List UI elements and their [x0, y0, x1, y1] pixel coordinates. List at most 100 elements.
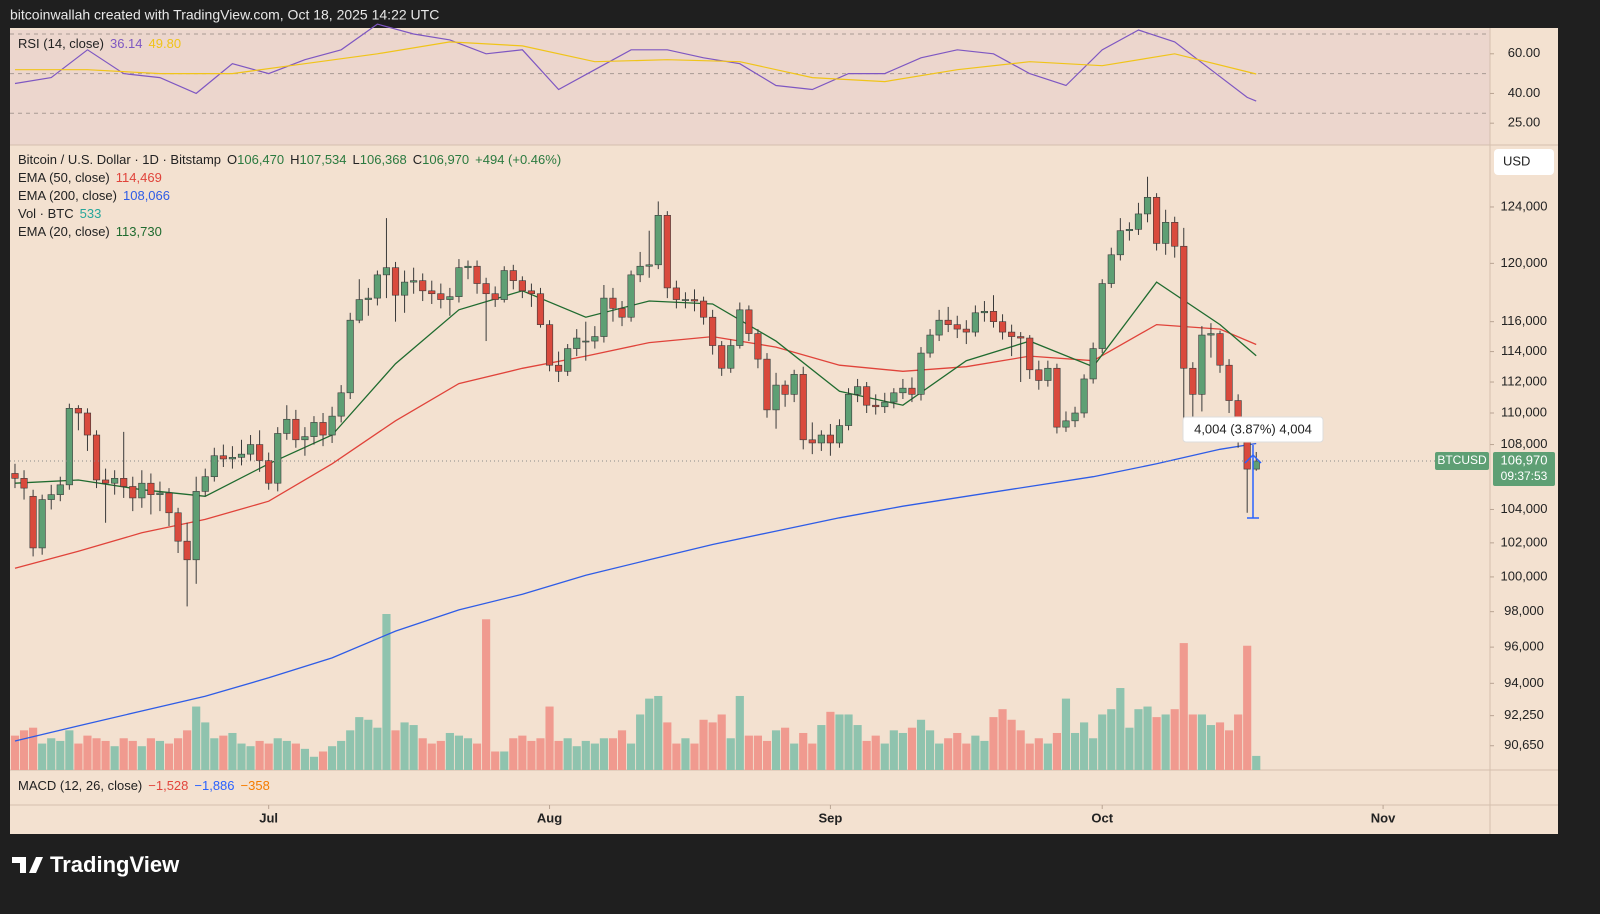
volume-bar — [337, 740, 346, 770]
volume-bar — [183, 730, 192, 770]
volume-bar — [482, 619, 491, 770]
currency-label: USD — [1503, 153, 1530, 168]
legend-line: Bitcoin / U.S. Dollar · 1D · Bitstamp O10… — [18, 152, 561, 167]
candle-body — [636, 265, 644, 276]
volume-bar — [29, 727, 38, 770]
volume-bar — [355, 717, 364, 770]
candle-body — [1180, 245, 1188, 369]
symbol-label: BTCUSD — [1437, 453, 1487, 467]
volume-bar — [346, 730, 355, 770]
legend-line: RSI (14, close) 36.14 49.80 — [18, 36, 181, 51]
volume-bar — [119, 738, 128, 770]
volume-bar — [128, 740, 137, 770]
candle-body — [844, 394, 853, 426]
volume-bar — [400, 722, 409, 770]
candle-body — [527, 290, 535, 295]
candle-body — [256, 444, 264, 461]
x-tick-label: Aug — [537, 810, 562, 825]
volume-bar — [1007, 719, 1016, 770]
volume-bar — [953, 732, 962, 770]
candle-body — [1171, 221, 1179, 247]
volume-bar — [880, 743, 889, 770]
y-tick-label: 92,250 — [1504, 707, 1544, 722]
candle-body — [1225, 364, 1233, 401]
volume-bar — [1234, 714, 1243, 770]
y-tick-label: 98,000 — [1504, 603, 1544, 618]
volume-bar — [1134, 709, 1143, 770]
candle-body — [246, 444, 255, 455]
candle-body — [1071, 412, 1079, 422]
candle-body — [92, 434, 101, 481]
volume-bar — [309, 756, 319, 770]
candle-body — [156, 492, 164, 495]
volume-bar — [1215, 722, 1225, 770]
candle-body — [491, 293, 499, 300]
candle-body — [709, 316, 717, 346]
y-tick-label: 124,000 — [1501, 198, 1548, 213]
attribution: bitcoinwallah created with TradingView.c… — [10, 7, 439, 23]
candle-body — [1008, 331, 1016, 337]
volume-bar — [608, 738, 618, 770]
volume-bar — [445, 732, 454, 770]
candle-body — [835, 425, 844, 444]
volume-bar — [1224, 730, 1234, 770]
candle-body — [1252, 460, 1260, 470]
volume-bar — [318, 751, 328, 770]
candle-body — [183, 540, 191, 561]
legend-line: EMA (20, close) 113,730 — [18, 224, 162, 239]
candle-body — [401, 281, 409, 296]
volume-bar — [1143, 706, 1152, 770]
candle-body — [736, 309, 744, 346]
legend-value: 108,066 — [123, 188, 170, 203]
volume-bar — [636, 714, 645, 770]
measure-arrowhead — [1244, 453, 1262, 464]
legend-line: Vol · BTC 533 — [18, 206, 101, 221]
candle-body — [1189, 367, 1197, 395]
volume-bar — [826, 711, 835, 770]
volume-bar — [192, 706, 201, 770]
volume-bar — [164, 743, 174, 770]
candle-body — [582, 340, 590, 343]
legend-value: −1,886 — [194, 778, 234, 793]
volume-bar — [491, 751, 500, 770]
ohlc-value: 106,368 — [360, 152, 407, 167]
legend-name: Vol · BTC — [18, 206, 74, 221]
volume-bar — [799, 732, 808, 770]
candle-body — [310, 422, 318, 437]
volume-bar — [1125, 727, 1134, 770]
legend-title: RSI (14, close) — [18, 36, 104, 51]
volume-bar — [862, 740, 871, 770]
volume-bar — [581, 740, 590, 770]
volume-bar — [998, 709, 1007, 770]
volume-bar — [1252, 755, 1261, 770]
volume-bar — [382, 614, 391, 770]
volume-bar — [1089, 738, 1098, 770]
y-tick-label: 112,000 — [1501, 373, 1547, 388]
volume-bar — [590, 743, 599, 770]
volume-bar — [572, 746, 581, 770]
volume-bar — [101, 740, 110, 770]
candle-body — [872, 404, 880, 408]
volume-bar — [201, 722, 210, 770]
volume-bar — [1034, 738, 1043, 770]
volume-bar — [47, 738, 56, 770]
volume-bar — [708, 722, 717, 770]
candle-body — [917, 352, 925, 395]
volume-bar — [781, 727, 790, 770]
candle-body — [373, 274, 381, 299]
volume-bar — [472, 743, 482, 770]
candle-body — [564, 348, 572, 372]
ohlc-key: L — [353, 152, 360, 167]
legend-name: EMA (200, close) — [18, 188, 117, 203]
ohlc-key: H — [290, 152, 299, 167]
candle-body — [165, 492, 173, 514]
candle-body — [147, 482, 155, 495]
candle-body — [1035, 369, 1043, 381]
legend-name: EMA (20, close) — [18, 224, 110, 239]
volume-bar — [38, 743, 47, 770]
legend-name: EMA (50, close) — [18, 170, 110, 185]
volume-bar — [246, 746, 255, 770]
candle-body — [980, 311, 988, 314]
candle-body — [1044, 367, 1052, 381]
x-tick-label: Oct — [1091, 810, 1113, 825]
